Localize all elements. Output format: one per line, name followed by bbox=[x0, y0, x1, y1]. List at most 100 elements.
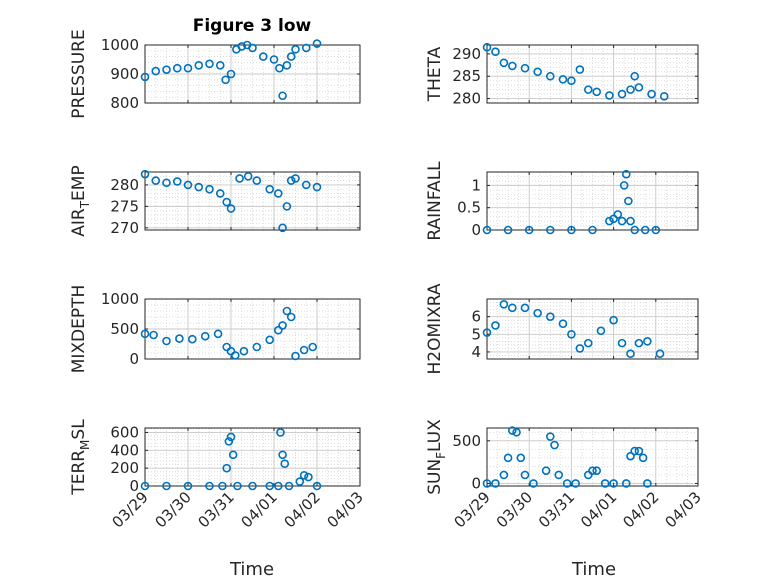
y-tick-label: 275 bbox=[110, 197, 139, 215]
data-point bbox=[529, 479, 538, 488]
data-point bbox=[617, 216, 627, 226]
data-point bbox=[550, 440, 559, 450]
data-point bbox=[278, 223, 287, 233]
data-point bbox=[301, 43, 311, 53]
data-point bbox=[592, 87, 602, 97]
data-point bbox=[248, 43, 257, 53]
data-point bbox=[643, 479, 652, 488]
data-point bbox=[630, 225, 640, 235]
data-point bbox=[278, 91, 287, 101]
data-point bbox=[596, 326, 606, 336]
y-tick-label: 1000 bbox=[101, 290, 139, 308]
data-point bbox=[140, 72, 150, 82]
data-point bbox=[609, 315, 618, 325]
data-point bbox=[533, 67, 542, 77]
data-point bbox=[634, 446, 644, 456]
axes-frame bbox=[486, 427, 699, 487]
axes-background bbox=[145, 428, 360, 486]
data-point bbox=[499, 470, 509, 480]
data-point bbox=[200, 331, 210, 341]
data-point bbox=[516, 453, 526, 463]
data-point bbox=[291, 351, 300, 361]
y-tick-label: 1 bbox=[471, 176, 481, 194]
data-point bbox=[140, 329, 150, 339]
y-tick-label: 290 bbox=[452, 45, 481, 63]
data-point bbox=[312, 182, 322, 192]
data-point bbox=[275, 63, 284, 73]
data-point bbox=[183, 63, 193, 73]
data-point bbox=[273, 189, 283, 198]
data-point bbox=[520, 303, 530, 313]
data-point bbox=[243, 171, 253, 181]
y-tick-label: 200 bbox=[110, 459, 139, 477]
y-tick-label: 280 bbox=[452, 90, 481, 108]
data-point bbox=[533, 308, 542, 318]
y-tick-label: 800 bbox=[110, 94, 139, 112]
data-point bbox=[571, 479, 580, 488]
y-tick-label: 0 bbox=[471, 221, 481, 239]
data-point bbox=[226, 432, 236, 442]
data-point bbox=[312, 39, 322, 48]
data-point bbox=[567, 76, 576, 85]
data-point bbox=[567, 329, 576, 339]
data-point bbox=[233, 481, 242, 491]
data-point bbox=[301, 180, 311, 190]
data-point bbox=[273, 481, 283, 491]
data-point bbox=[175, 334, 184, 343]
data-point bbox=[218, 481, 227, 491]
subplot-theta: 280 285 290 THETA bbox=[425, 42, 699, 108]
data-point bbox=[265, 335, 275, 345]
data-point bbox=[226, 69, 236, 79]
data-point bbox=[149, 330, 158, 340]
y-tick-label: 270 bbox=[110, 219, 139, 237]
data-point bbox=[282, 61, 292, 70]
data-point bbox=[609, 214, 618, 224]
data-point bbox=[162, 178, 171, 188]
x-tick-label: 03/30 bbox=[493, 488, 536, 531]
data-point bbox=[286, 176, 296, 185]
y-tick-label: 500 bbox=[452, 432, 481, 450]
data-point bbox=[291, 174, 300, 183]
data-point bbox=[151, 66, 161, 76]
data-point bbox=[269, 55, 279, 64]
data-point bbox=[304, 472, 313, 482]
data-point bbox=[541, 466, 551, 475]
y-tick-label: 285 bbox=[452, 67, 481, 85]
data-point bbox=[140, 169, 150, 179]
y-axis-label: PRESSURE bbox=[69, 29, 89, 118]
data-point bbox=[655, 349, 665, 359]
data-point bbox=[162, 481, 171, 491]
data-point bbox=[221, 75, 230, 85]
data-point bbox=[621, 479, 631, 488]
data-point bbox=[545, 312, 555, 321]
x-tick-label: 03/30 bbox=[152, 488, 195, 531]
data-point bbox=[583, 338, 593, 348]
y-tick-label: 1000 bbox=[101, 36, 139, 54]
data-point bbox=[299, 470, 309, 480]
data-point bbox=[503, 453, 513, 463]
data-point bbox=[575, 65, 585, 74]
data-point bbox=[237, 42, 247, 51]
data-point bbox=[647, 89, 656, 99]
data-point bbox=[617, 338, 627, 348]
data-point bbox=[286, 312, 296, 322]
x-tick-label: 03/29 bbox=[451, 488, 494, 531]
data-point bbox=[226, 204, 236, 213]
data-point bbox=[643, 337, 652, 346]
data-point bbox=[499, 58, 509, 68]
x-tick-label: 04/01 bbox=[238, 488, 281, 531]
data-point bbox=[605, 91, 614, 100]
data-point bbox=[630, 71, 640, 81]
data-point bbox=[224, 437, 234, 446]
data-point bbox=[638, 453, 648, 463]
data-point bbox=[140, 481, 150, 491]
data-point bbox=[626, 451, 635, 461]
y-axis-label: THETA bbox=[425, 46, 445, 102]
x-axis-label-left: Time bbox=[229, 559, 274, 580]
y-tick-label: 0 bbox=[129, 477, 139, 495]
y-tick-label: 4 bbox=[471, 343, 481, 361]
data-point bbox=[609, 479, 618, 488]
data-point bbox=[567, 225, 576, 235]
data-point bbox=[172, 177, 182, 186]
data-point bbox=[276, 428, 285, 437]
